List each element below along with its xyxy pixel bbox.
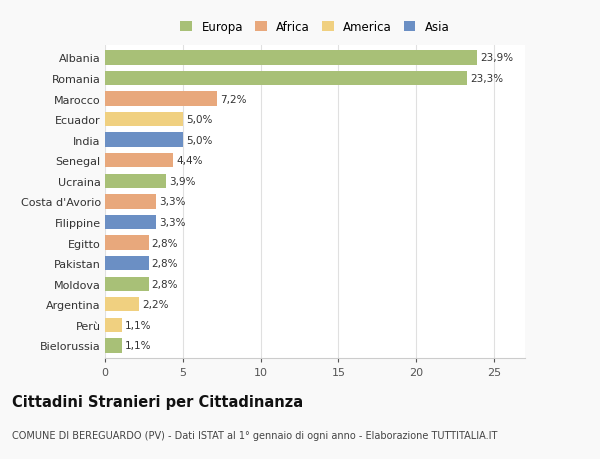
Text: 1,1%: 1,1% <box>125 320 152 330</box>
Bar <box>105 339 122 353</box>
Bar <box>105 92 217 106</box>
Text: 2,8%: 2,8% <box>152 238 178 248</box>
Legend: Europa, Africa, America, Asia: Europa, Africa, America, Asia <box>181 21 449 34</box>
Bar <box>105 174 166 189</box>
Text: 2,8%: 2,8% <box>152 279 178 289</box>
Text: 23,3%: 23,3% <box>470 74 503 84</box>
Text: 2,8%: 2,8% <box>152 258 178 269</box>
Text: 1,1%: 1,1% <box>125 341 152 351</box>
Text: 2,2%: 2,2% <box>142 300 169 310</box>
Bar <box>105 72 467 86</box>
Text: 3,9%: 3,9% <box>169 176 195 186</box>
Text: 3,3%: 3,3% <box>160 218 186 228</box>
Text: Cittadini Stranieri per Cittadinanza: Cittadini Stranieri per Cittadinanza <box>12 394 303 409</box>
Text: COMUNE DI BEREGUARDO (PV) - Dati ISTAT al 1° gennaio di ogni anno - Elaborazione: COMUNE DI BEREGUARDO (PV) - Dati ISTAT a… <box>12 431 497 440</box>
Bar <box>105 277 149 291</box>
Bar <box>105 257 149 271</box>
Text: 23,9%: 23,9% <box>480 53 513 63</box>
Text: 3,3%: 3,3% <box>160 197 186 207</box>
Text: 7,2%: 7,2% <box>220 94 247 104</box>
Bar <box>105 154 173 168</box>
Bar <box>105 236 149 250</box>
Bar <box>105 215 157 230</box>
Bar <box>105 297 139 312</box>
Bar <box>105 51 477 65</box>
Bar <box>105 195 157 209</box>
Text: 4,4%: 4,4% <box>176 156 203 166</box>
Bar <box>105 112 183 127</box>
Text: 5,0%: 5,0% <box>186 135 212 146</box>
Text: 5,0%: 5,0% <box>186 115 212 125</box>
Bar <box>105 133 183 147</box>
Bar <box>105 318 122 332</box>
